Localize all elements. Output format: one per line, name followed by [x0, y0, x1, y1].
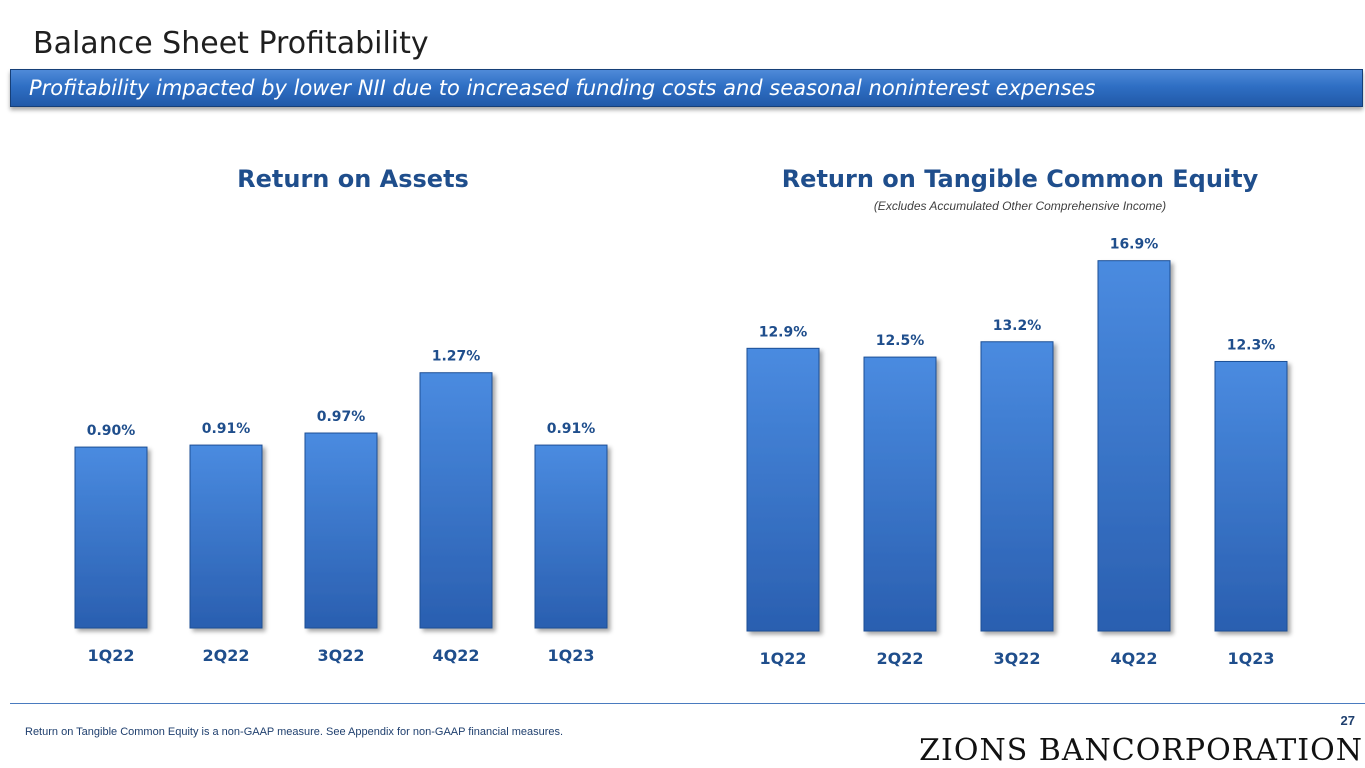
- value-label-1q22: 12.9%: [759, 324, 808, 340]
- rotce-chart-subtitle: (Excludes Accumulated Other Comprehensiv…: [873, 199, 1167, 213]
- value-label-1q23: 0.91%: [547, 421, 596, 437]
- headline-banner: Profitability impacted by lower NII due …: [10, 69, 1363, 107]
- category-label-4q22: 4Q22: [433, 646, 480, 665]
- bar-2q22: [189, 444, 263, 629]
- rotce-bar-chart: 12.9% 1Q22 12.5% 2Q22 13.2% 3Q22 16.9% 4Q22 12.3…: [746, 237, 1288, 668]
- bar-4q22: [1097, 260, 1171, 632]
- value-label-3q22: 13.2%: [993, 318, 1042, 334]
- bar-1q22: [74, 446, 148, 629]
- category-label-3q22: 3Q22: [994, 649, 1041, 668]
- category-label-2q22: 2Q22: [203, 646, 250, 665]
- bar-3q22: [304, 432, 378, 629]
- category-label-3q22: 3Q22: [318, 646, 365, 665]
- value-label-4q22: 16.9%: [1110, 237, 1159, 253]
- value-label-2q22: 12.5%: [876, 333, 925, 349]
- rotce-chart-title: Return on Tangible Common Equity: [781, 165, 1259, 193]
- company-logo: ZIONS BANCORPORATION: [919, 733, 1363, 768]
- roa-bar-chart: 0.90% 1Q22 0.91% 2Q22 0.97% 3Q22 1.27% 4Q22 0.91…: [74, 349, 608, 665]
- category-label-2q22: 2Q22: [877, 649, 924, 668]
- bar-2q22: [863, 356, 937, 632]
- page-number: 27: [1340, 713, 1355, 728]
- footnote: Return on Tangible Common Equity is a no…: [25, 726, 564, 738]
- bar-1q23: [1214, 360, 1288, 632]
- roa-chart-title: Return on Assets: [237, 165, 469, 193]
- page-title: Balance Sheet Profitability: [33, 26, 429, 61]
- category-label-1q23: 1Q23: [548, 646, 595, 665]
- bar-1q22: [746, 347, 820, 632]
- category-label-4q22: 4Q22: [1111, 649, 1158, 668]
- value-label-1q23: 12.3%: [1227, 337, 1276, 353]
- category-label-1q23: 1Q23: [1228, 649, 1275, 668]
- bar-3q22: [980, 341, 1054, 632]
- value-label-2q22: 0.91%: [202, 421, 251, 437]
- value-label-1q22: 0.90%: [87, 423, 136, 439]
- value-label-4q22: 1.27%: [432, 349, 481, 365]
- bar-4q22: [419, 372, 493, 629]
- headline-text: Profitability impacted by lower NII due …: [29, 76, 1096, 100]
- category-label-1q22: 1Q22: [760, 649, 807, 668]
- bar-1q23: [534, 444, 608, 629]
- category-label-1q22: 1Q22: [88, 646, 135, 665]
- footer-divider: [10, 703, 1365, 704]
- value-label-3q22: 0.97%: [317, 409, 366, 425]
